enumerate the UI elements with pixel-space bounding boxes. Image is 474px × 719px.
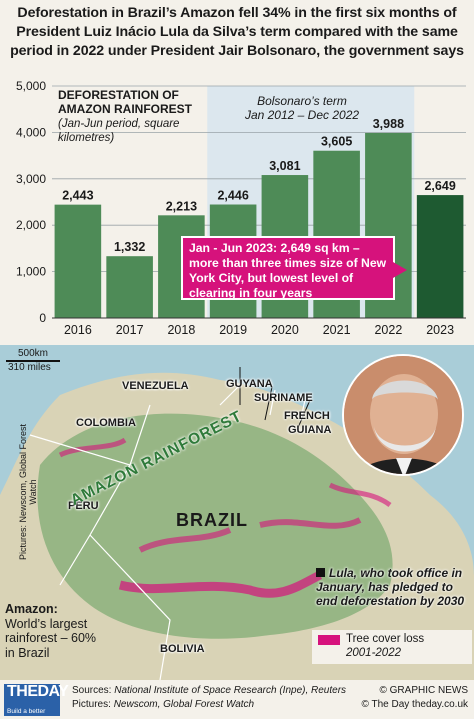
bolsonaro-term-line1: Bolsonaro’s term bbox=[257, 94, 347, 108]
y-tick-label: 4,000 bbox=[16, 125, 46, 139]
callout-arrow bbox=[393, 262, 407, 278]
callout-2023: Jan - Jun 2023: 2,649 sq km – more than … bbox=[181, 236, 395, 300]
label-bolivia: BOLIVIA bbox=[160, 643, 205, 655]
label-suriname: SURINAME bbox=[254, 392, 313, 404]
logo-subtext: Build a better world bbox=[7, 708, 46, 715]
scale-miles: 310 miles bbox=[8, 362, 51, 373]
label-colombia: COLOMBIA bbox=[76, 417, 136, 429]
bar-value-label: 3,081 bbox=[269, 159, 300, 173]
theday-logo: THEDAY Build a better world bbox=[4, 684, 69, 716]
forest-loss-1 bbox=[118, 570, 323, 598]
bar-value-label: 3,605 bbox=[321, 135, 352, 149]
x-tick-label: 2022 bbox=[374, 323, 402, 337]
y-tick-label: 5,000 bbox=[16, 79, 46, 93]
x-tick-label: 2021 bbox=[323, 323, 351, 337]
x-tick-label: 2023 bbox=[426, 323, 454, 337]
pictures-label: Pictures: bbox=[72, 699, 111, 710]
legend-line2: 2001-2022 bbox=[346, 647, 401, 659]
x-tick-label: 2017 bbox=[116, 323, 144, 337]
sources-label: Sources: bbox=[72, 685, 112, 696]
bolsonaro-term-line2: Jan 2012 – Dec 2022 bbox=[244, 108, 360, 122]
bar-value-label: 2,443 bbox=[62, 189, 93, 203]
bar-value-label: 1,332 bbox=[114, 240, 145, 254]
forest-loss-2 bbox=[138, 527, 232, 553]
amazon-note: Amazon: World’s largest rainforest – 60%… bbox=[5, 602, 105, 660]
logo-text: THEDAY bbox=[7, 683, 69, 700]
label-peru: PERU bbox=[68, 500, 99, 512]
chart-subtitle: (Jan-Jun period, square kilometres) bbox=[58, 118, 180, 144]
border-lines bbox=[29, 384, 306, 680]
forest-loss-4 bbox=[58, 437, 127, 458]
lula-marker-icon bbox=[316, 568, 325, 577]
bar-value-label: 3,988 bbox=[373, 117, 404, 131]
bar-2023 bbox=[416, 195, 464, 318]
bar-value-label: 2,213 bbox=[166, 199, 197, 213]
pictures-line: Pictures: Newscom, Global Forest Watch bbox=[72, 698, 254, 711]
amazon-note-text: World’s largest rainforest – 60% in Braz… bbox=[5, 616, 97, 660]
scale-bar bbox=[6, 360, 60, 362]
x-tick-label: 2016 bbox=[64, 323, 92, 337]
label-guyana: GUYANA bbox=[226, 378, 273, 390]
pictures-text: Newscom, Global Forest Watch bbox=[113, 699, 255, 710]
x-tick-label: 2018 bbox=[167, 323, 195, 337]
credit-the-day: © The Day theday.co.uk bbox=[361, 699, 469, 710]
sources-text: National Institute of Space Research (In… bbox=[114, 685, 347, 696]
amazon-note-title: Amazon: bbox=[5, 602, 58, 616]
bar-2017 bbox=[106, 256, 153, 318]
y-tick-label: 0 bbox=[39, 311, 46, 325]
label-venezuela: VENEZUELA bbox=[122, 380, 189, 392]
y-tick-label: 2,000 bbox=[16, 218, 46, 232]
x-tick-label: 2019 bbox=[219, 323, 247, 337]
forest-loss-5 bbox=[328, 482, 392, 508]
scale-km: 500km bbox=[18, 348, 49, 359]
map-legend: Tree cover loss 2001-2022 bbox=[312, 630, 472, 664]
sources-line: Sources: National Institute of Space Res… bbox=[72, 684, 346, 697]
credit-graphic-news: © GRAPHIC NEWS bbox=[379, 685, 469, 696]
forest-loss-3 bbox=[259, 517, 362, 529]
headline: Deforestation in Brazil’s Amazon fell 34… bbox=[10, 5, 464, 59]
bolsonaro-term-label: Bolsonaro’s term Jan 2012 – Dec 2022 bbox=[216, 94, 388, 122]
x-tick-label: 2020 bbox=[271, 323, 299, 337]
label-brazil: BRAZIL bbox=[176, 510, 248, 530]
y-tick-label: 3,000 bbox=[16, 172, 46, 186]
bar-value-label: 2,649 bbox=[424, 179, 455, 193]
chart-title: DEFORESTATION OF AMAZON RAINFOREST bbox=[58, 88, 192, 116]
bar-2016 bbox=[54, 204, 102, 318]
lula-portrait bbox=[344, 356, 462, 474]
bar-value-label: 2,446 bbox=[217, 189, 248, 203]
y-tick-label: 1,000 bbox=[16, 265, 46, 279]
legend-swatch bbox=[318, 635, 340, 645]
lula-photo bbox=[342, 354, 464, 476]
footer: THEDAY Build a better world Sources: Nat… bbox=[0, 680, 474, 719]
pictures-credit-vertical: Pictures: Newscom, Global Forest Watch bbox=[18, 423, 38, 561]
label-french-guiana-1: FRENCH bbox=[284, 410, 330, 422]
pointer-line bbox=[239, 367, 311, 431]
lula-note-text: Lula, who took office in January, has pl… bbox=[316, 566, 465, 608]
lula-note: Lula, who took office in January, has pl… bbox=[316, 566, 472, 608]
label-french-guiana-2: GUIANA bbox=[288, 424, 332, 436]
legend-line1: Tree cover loss bbox=[346, 633, 425, 645]
map-scale: 500km 310 miles bbox=[4, 348, 76, 374]
